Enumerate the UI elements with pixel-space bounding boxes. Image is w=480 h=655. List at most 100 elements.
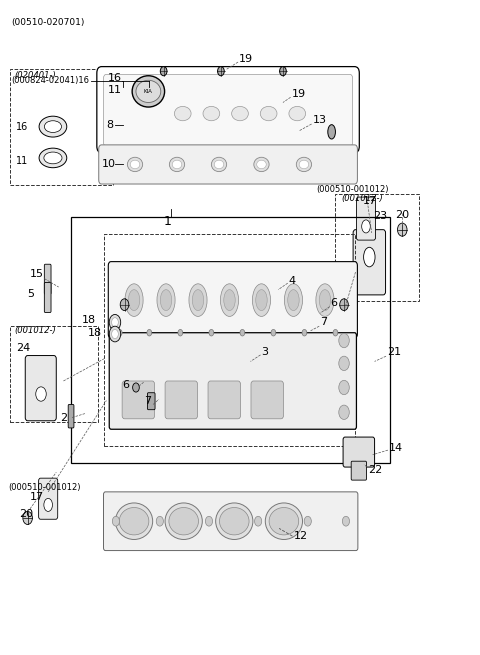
Text: (001012-): (001012-) [15, 326, 57, 335]
Ellipse shape [217, 67, 224, 76]
Text: 16: 16 [108, 73, 122, 83]
Bar [10, 69, 113, 185]
FancyBboxPatch shape [44, 264, 51, 294]
Text: 18: 18 [87, 328, 102, 338]
Ellipse shape [169, 508, 199, 535]
Bar [104, 234, 355, 446]
Ellipse shape [116, 503, 153, 540]
Text: 10: 10 [102, 159, 116, 170]
Ellipse shape [203, 106, 220, 121]
Ellipse shape [128, 290, 140, 310]
Text: 11: 11 [108, 85, 122, 95]
FancyBboxPatch shape [208, 381, 240, 419]
Ellipse shape [117, 329, 122, 336]
FancyBboxPatch shape [351, 461, 366, 480]
Ellipse shape [160, 290, 172, 310]
Ellipse shape [112, 516, 120, 526]
Ellipse shape [224, 290, 235, 310]
FancyBboxPatch shape [68, 404, 74, 428]
Ellipse shape [44, 498, 52, 512]
Ellipse shape [219, 508, 249, 535]
Text: 3: 3 [262, 347, 268, 357]
Ellipse shape [44, 121, 61, 132]
Ellipse shape [340, 299, 348, 310]
Ellipse shape [364, 248, 375, 267]
Bar [71, 217, 390, 463]
Ellipse shape [304, 516, 312, 526]
Text: 20: 20 [395, 210, 409, 220]
FancyBboxPatch shape [104, 492, 358, 551]
Ellipse shape [339, 333, 349, 348]
FancyBboxPatch shape [25, 356, 56, 421]
FancyBboxPatch shape [353, 230, 385, 295]
Ellipse shape [397, 223, 407, 236]
Text: 7: 7 [144, 396, 151, 405]
Ellipse shape [127, 157, 143, 172]
Text: 6: 6 [331, 298, 337, 308]
Ellipse shape [252, 284, 271, 316]
Ellipse shape [254, 157, 269, 172]
Text: 5: 5 [27, 289, 34, 299]
Ellipse shape [109, 326, 120, 342]
Ellipse shape [112, 329, 118, 339]
Text: 14: 14 [389, 443, 403, 453]
Ellipse shape [44, 152, 62, 164]
Text: 11: 11 [16, 156, 28, 166]
Ellipse shape [339, 356, 349, 371]
Text: 21: 21 [387, 347, 401, 357]
Ellipse shape [112, 318, 118, 327]
Text: (00510-020701): (00510-020701) [11, 18, 84, 27]
Text: 7: 7 [320, 317, 327, 328]
Ellipse shape [265, 503, 302, 540]
Text: 22: 22 [368, 464, 382, 475]
Ellipse shape [254, 516, 262, 526]
Ellipse shape [132, 383, 139, 392]
Text: 20: 20 [20, 509, 34, 519]
Ellipse shape [132, 76, 165, 107]
Ellipse shape [284, 284, 302, 316]
Text: 13: 13 [312, 115, 326, 125]
Text: 18: 18 [82, 314, 96, 325]
Ellipse shape [192, 290, 204, 310]
Text: 19: 19 [291, 89, 306, 99]
Ellipse shape [333, 329, 338, 336]
Bar [336, 194, 419, 301]
FancyBboxPatch shape [251, 381, 283, 419]
Ellipse shape [257, 160, 266, 169]
Ellipse shape [339, 381, 349, 395]
Ellipse shape [174, 106, 191, 121]
Text: 15: 15 [29, 269, 43, 279]
Ellipse shape [130, 160, 140, 169]
Ellipse shape [39, 148, 67, 168]
Ellipse shape [189, 284, 207, 316]
Text: 2: 2 [60, 413, 67, 422]
FancyBboxPatch shape [108, 261, 358, 338]
Ellipse shape [256, 290, 267, 310]
Bar [10, 326, 98, 422]
Ellipse shape [328, 124, 336, 139]
FancyBboxPatch shape [165, 381, 198, 419]
Ellipse shape [271, 329, 276, 336]
Ellipse shape [288, 290, 299, 310]
Ellipse shape [289, 106, 306, 121]
Ellipse shape [136, 81, 161, 102]
Ellipse shape [214, 160, 224, 169]
Text: 17: 17 [363, 196, 377, 206]
Ellipse shape [339, 405, 349, 419]
Text: 24: 24 [16, 343, 30, 353]
Ellipse shape [240, 329, 245, 336]
Ellipse shape [299, 160, 309, 169]
Ellipse shape [302, 329, 307, 336]
FancyBboxPatch shape [104, 75, 353, 146]
Text: (001012-): (001012-) [341, 195, 383, 204]
Ellipse shape [269, 508, 299, 535]
Ellipse shape [120, 299, 129, 310]
FancyBboxPatch shape [343, 437, 374, 467]
FancyBboxPatch shape [97, 67, 360, 153]
Text: 16: 16 [16, 122, 28, 132]
Ellipse shape [119, 508, 149, 535]
Ellipse shape [220, 284, 239, 316]
Text: 17: 17 [30, 492, 44, 502]
Text: 23: 23 [372, 212, 387, 221]
Ellipse shape [211, 157, 227, 172]
